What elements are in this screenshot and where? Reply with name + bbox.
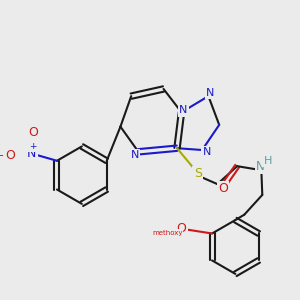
Text: N: N	[27, 147, 37, 160]
Text: O: O	[29, 126, 39, 140]
Text: O: O	[218, 182, 228, 195]
Text: methoxy: methoxy	[152, 230, 182, 236]
Text: S: S	[194, 167, 202, 180]
Text: N: N	[256, 160, 265, 173]
Text: O: O	[5, 149, 15, 162]
Text: N: N	[130, 150, 139, 161]
Text: N: N	[206, 88, 214, 98]
Text: −: −	[0, 151, 4, 161]
Text: O: O	[177, 222, 186, 235]
Text: N: N	[202, 147, 211, 157]
Text: +: +	[29, 142, 37, 151]
Text: N: N	[179, 106, 188, 116]
Text: H: H	[263, 156, 272, 166]
